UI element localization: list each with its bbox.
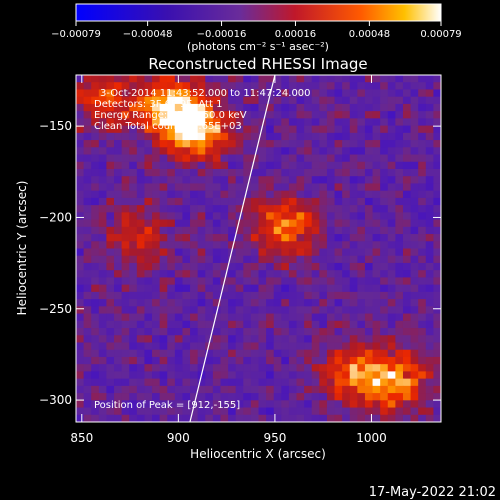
annotation-line: Clean Total counts: 1.65E+03 [94,121,242,132]
x-tick-label: 850 [70,431,93,445]
render-timestamp: 17-May-2022 21:02 [369,485,496,500]
solar-limb-line [189,75,276,422]
x-tick-label: 900 [167,431,190,445]
y-tick-label: −300 [39,393,72,407]
x-axis-label: Heliocentric X (arcsec) [190,447,326,461]
chart-title: Reconstructed RHESSI Image [148,55,367,73]
colorbar-tick-label: 0.00048 [349,29,390,40]
y-axis-label: Heliocentric Y (arcsec) [15,181,29,316]
peak-position-label: Position of Peak = [912,-155] [94,400,240,411]
y-tick-label: −250 [39,302,72,316]
axis-ticks: 850 900 950 1000 −150 −200 −250 −300 [39,75,441,445]
annotation-line: 3-Oct-2014 11:43:52.000 to 11:47:24.000 [100,88,311,99]
colorbar-tick-label: 0.00016 [275,29,316,40]
colorbar-ticks: −0.00079 −0.00048 −0.00016 0.00016 0.00048 0.… [51,21,462,40]
heatmap-image [76,75,441,422]
colorbar-tick-label: −0.00079 [51,29,101,40]
plot-frame [75,74,442,423]
annotation-line: Energy Range: 25.0 - 50.0 keV [94,110,247,121]
colorbar [75,3,442,22]
colorbar-tick-label: 0.00079 [420,29,461,40]
y-tick-label: −200 [39,210,72,224]
y-tick-label: −150 [39,119,72,133]
x-tick-label: 1000 [356,431,387,445]
annotation-line: Detectors: 3F 6F 9F, Att 1 [94,99,222,110]
colorbar-tick-label: −0.00016 [197,29,247,40]
x-tick-label: 950 [263,431,286,445]
colorbar-tick-label: −0.00048 [123,29,173,40]
colorbar-unit-label: (photons cm⁻² s⁻¹ asec⁻²) [187,40,329,53]
annotations: 3-Oct-2014 11:43:52.000 to 11:47:24.000D… [94,88,311,132]
